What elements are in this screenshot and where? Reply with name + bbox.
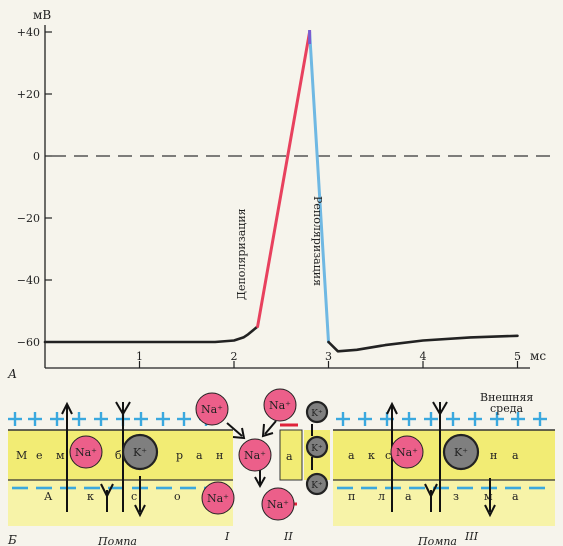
plus-sign <box>336 412 350 426</box>
x-tick-label: 5 <box>514 350 521 363</box>
k-ion: K⁺ <box>305 435 329 459</box>
membrane-letter: е <box>36 449 43 462</box>
channel-block-left <box>279 429 303 481</box>
axoplasm-letter: п <box>348 490 355 503</box>
y-tick-label: −60 <box>17 336 40 349</box>
k-ion: K⁺ <box>305 400 329 424</box>
membrane-letter: к <box>368 449 375 462</box>
series-after <box>327 334 519 353</box>
axoplasm-letter: а <box>405 490 412 503</box>
svg-text:K⁺: K⁺ <box>311 444 323 454</box>
series-repolarization <box>308 30 330 344</box>
outer-medium-label-2: среда <box>490 402 523 415</box>
y-tick-label: −20 <box>17 212 40 225</box>
k-ion: K⁺ <box>305 472 329 496</box>
panel-b-label: Б <box>7 533 17 546</box>
membrane-schematic: а МембранаксонаАксоплазма <box>7 388 555 546</box>
axoplasm-letter: з <box>453 490 459 503</box>
plus-sign <box>28 412 42 426</box>
k-ion: K⁺ <box>121 433 159 471</box>
x-tick-label: 4 <box>420 350 427 363</box>
membrane-letter: а <box>512 449 519 462</box>
membrane-letter: М <box>16 449 27 462</box>
outer-medium-label: Внешняя <box>480 391 533 404</box>
axoplasm-letter: с <box>131 490 137 503</box>
axoplasm-letter: м <box>484 490 493 503</box>
y-tick-label: 0 <box>33 150 40 163</box>
svg-text:K⁺: K⁺ <box>454 446 468 459</box>
plus-sign <box>446 412 460 426</box>
plus-sign <box>94 412 108 426</box>
axoplasm-letter: л <box>378 490 385 503</box>
y-tick-label: +40 <box>17 26 40 39</box>
pump-label-right: Помпа <box>417 535 457 546</box>
membrane-letter: с <box>385 449 391 462</box>
depolarization-annotation: Деполяризация <box>235 208 248 300</box>
series-depolarization <box>256 30 312 328</box>
plus-sign <box>177 412 191 426</box>
k-ion: K⁺ <box>442 433 480 471</box>
membrane-letter: б <box>115 449 122 462</box>
svg-text:Na⁺: Na⁺ <box>244 449 266 462</box>
plus-sign <box>358 412 372 426</box>
membrane-letter: а <box>348 449 355 462</box>
na-ion: Na⁺ <box>201 481 235 515</box>
axoplasm-letter: о <box>174 490 181 503</box>
channel-letter: а <box>286 450 293 463</box>
svg-text:K⁺: K⁺ <box>133 446 147 459</box>
plus-sign <box>50 412 64 426</box>
na-ion: Na⁺ <box>390 435 424 469</box>
plus-sign <box>134 412 148 426</box>
x-tick-label: 2 <box>231 350 238 363</box>
series-resting <box>43 325 259 344</box>
svg-text:K⁺: K⁺ <box>311 409 323 419</box>
membrane-letter: н <box>216 449 223 462</box>
x-tick-label: 1 <box>136 350 143 363</box>
plus-sign <box>424 412 438 426</box>
svg-text:Na⁺: Na⁺ <box>207 492 229 505</box>
axoplasm-letter: к <box>87 490 94 503</box>
stage-3-label: III <box>464 530 479 543</box>
y-tick-label: +20 <box>17 88 40 101</box>
y-axis-label: мВ <box>33 8 51 22</box>
na-ion: Na⁺ <box>263 388 297 422</box>
panel-a-label: А <box>7 367 17 381</box>
svg-text:Na⁺: Na⁺ <box>269 399 291 412</box>
svg-text:Na⁺: Na⁺ <box>396 446 418 459</box>
x-axis-label: мс <box>530 349 546 363</box>
membrane-letter: а <box>196 449 203 462</box>
action-potential-chart: мВ мс А +40 +20 0 −20 −40 −60 1 2 3 4 5 Деполяриз… <box>7 8 555 381</box>
stage-2-label: II <box>283 530 293 543</box>
svg-text:Na⁺: Na⁺ <box>201 403 223 416</box>
plus-sign <box>72 412 86 426</box>
plus-sign <box>511 412 525 426</box>
membrane-letter: н <box>490 449 497 462</box>
plus-sign <box>533 412 547 426</box>
membrane-left <box>8 430 233 480</box>
membrane-letter: м <box>56 449 65 462</box>
plus-sign <box>468 412 482 426</box>
repolarization-annotation: Реполяризация <box>311 196 324 286</box>
na-ion: Na⁺ <box>238 438 272 472</box>
stage-1-label: I <box>224 530 230 543</box>
axoplasm-letter: а <box>512 490 519 503</box>
plus-sign <box>8 412 22 426</box>
pump-label-left: Помпа <box>97 535 137 546</box>
na-ion: Na⁺ <box>261 487 295 521</box>
plus-sign <box>402 412 416 426</box>
svg-text:K⁺: K⁺ <box>311 481 323 491</box>
plus-sign <box>490 412 504 426</box>
plus-sign <box>156 412 170 426</box>
y-tick-label: −40 <box>17 274 40 287</box>
svg-text:Na⁺: Na⁺ <box>267 498 289 511</box>
na-ion: Na⁺ <box>69 435 103 469</box>
svg-text:Na⁺: Na⁺ <box>75 446 97 459</box>
axoplasm-letter: А <box>44 490 53 503</box>
x-tick-label: 3 <box>325 350 332 363</box>
na-ion: Na⁺ <box>195 392 229 426</box>
membrane-letter: р <box>176 449 183 462</box>
